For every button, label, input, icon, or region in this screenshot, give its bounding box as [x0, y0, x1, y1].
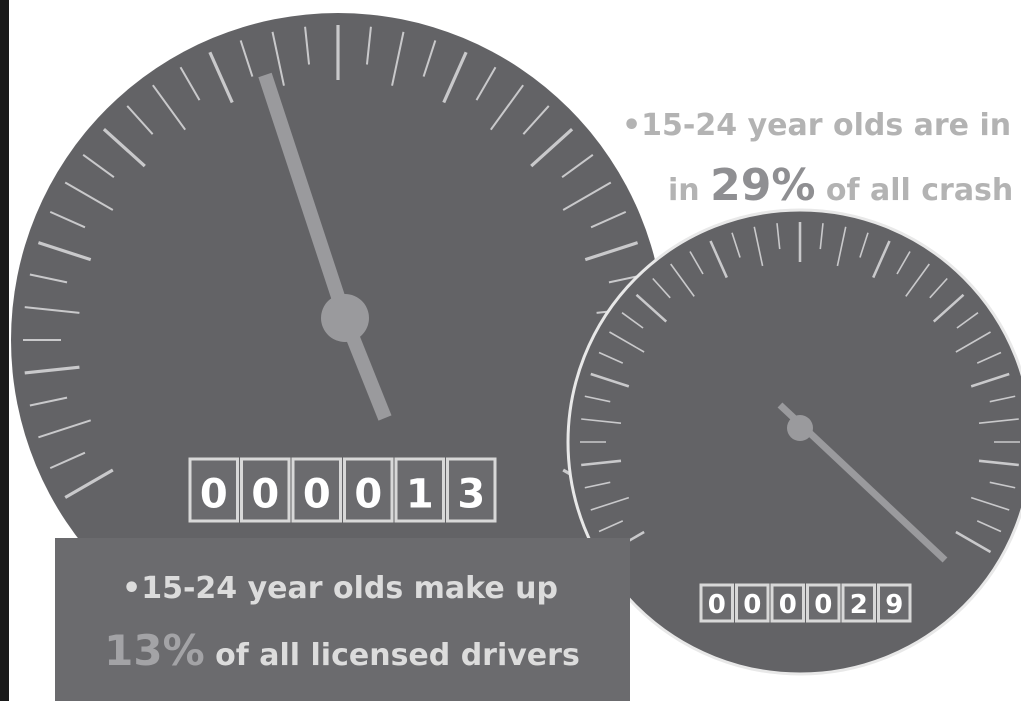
odometer-digit: 0 [814, 590, 832, 620]
odometer-digit: 0 [200, 471, 228, 517]
odometer-digit: 3 [457, 471, 485, 517]
left-bar [0, 0, 9, 701]
odometer-digit: 1 [406, 471, 434, 517]
odometer-digit: 0 [303, 471, 331, 517]
fact-top-line1: •15-24 year olds are in [622, 108, 1011, 143]
odometer-digit: 0 [708, 590, 726, 620]
odometer-digit: 2 [850, 590, 868, 620]
odometer-digit: 9 [885, 590, 903, 620]
fact-top-post: of all crash [826, 173, 1013, 208]
fact-bottom-post: of all licensed drivers [215, 638, 580, 673]
small-gauge-hub [787, 415, 813, 441]
odometer-digit: 0 [779, 590, 797, 620]
fact-top-line2: in 29% of all crash [668, 160, 1013, 211]
fact-top-stat: 29% [710, 160, 815, 211]
fact-top-pre: in [668, 173, 700, 208]
infographic: 000013 •15-24 year olds are in in 29% of… [0, 0, 1021, 701]
fact-bottom-box [55, 538, 630, 701]
odometer-digit: 0 [743, 590, 761, 620]
odometer-digit: 0 [354, 471, 382, 517]
big-gauge-hub [321, 294, 369, 342]
page: 000013 •15-24 year olds are in in 29% of… [0, 0, 1021, 701]
odometer-digit: 0 [251, 471, 279, 517]
fact-bottom-stat: 13% [104, 626, 205, 675]
fact-bottom-line1: •15-24 year olds make up [122, 571, 558, 606]
